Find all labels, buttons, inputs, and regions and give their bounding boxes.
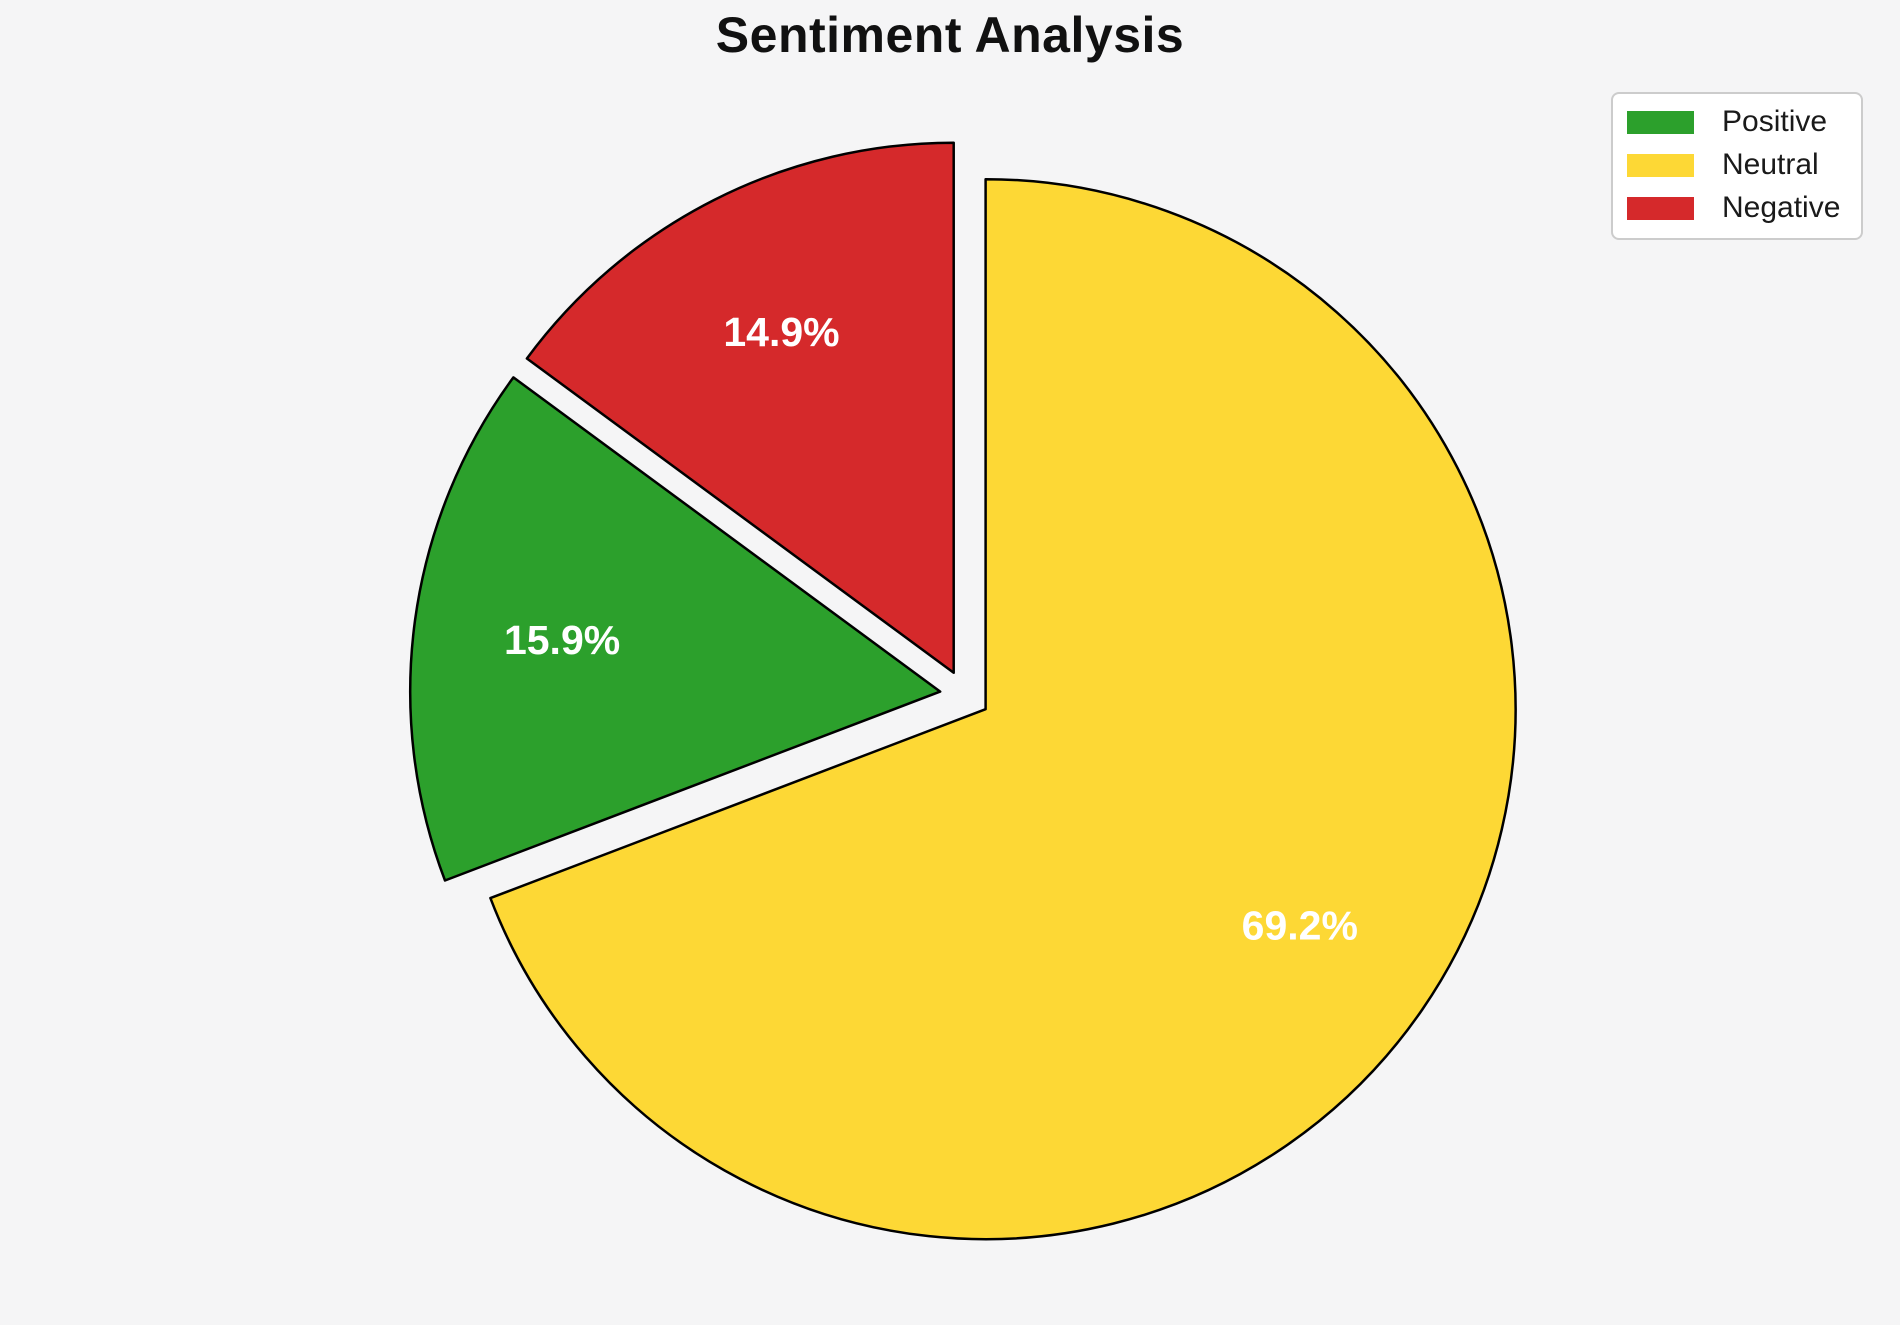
legend-label-positive: Positive bbox=[1722, 105, 1828, 138]
pie-slice-neutral bbox=[489, 177, 1517, 1241]
legend-label-negative: Negative bbox=[1722, 191, 1841, 224]
slice-pct-label-positive: 15.9% bbox=[504, 617, 620, 663]
legend-label-neutral: Neutral bbox=[1722, 148, 1819, 181]
legend-swatch-neutral bbox=[1627, 153, 1694, 177]
pie-slice-negative bbox=[525, 141, 955, 674]
pie-slice-positive bbox=[408, 376, 942, 882]
slice-pct-label-neutral: 69.2% bbox=[1242, 903, 1358, 949]
legend-item-neutral: Neutral bbox=[1627, 150, 1847, 180]
legend: Positive Neutral Negative bbox=[1611, 92, 1863, 240]
chart-title: Sentiment Analysis bbox=[715, 7, 1185, 63]
legend-swatch-positive bbox=[1627, 110, 1694, 134]
slice-pct-label-negative: 14.9% bbox=[723, 309, 839, 355]
legend-item-positive: Positive bbox=[1627, 107, 1847, 137]
legend-item-negative: Negative bbox=[1627, 193, 1847, 223]
legend-swatch-negative bbox=[1627, 196, 1694, 220]
